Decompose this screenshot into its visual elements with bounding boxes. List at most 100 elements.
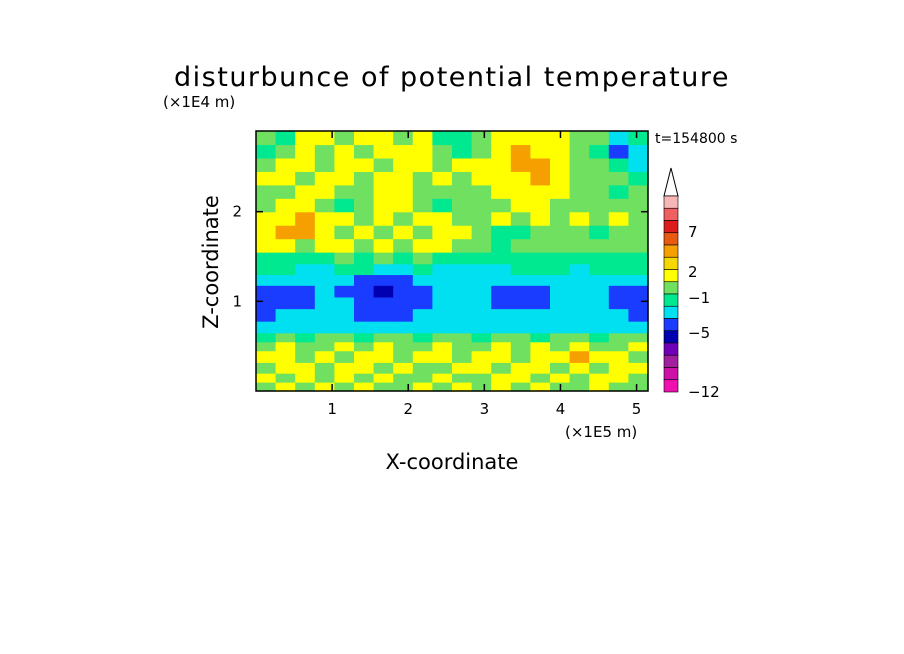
contour-cell (530, 362, 551, 374)
contour-cell (275, 211, 296, 226)
contour-cell (334, 144, 355, 159)
contour-cell (491, 274, 512, 286)
contour-cell (275, 362, 296, 374)
contour-cell (452, 308, 473, 322)
contour-cell (530, 285, 551, 298)
contour-plot-area (256, 131, 649, 392)
contour-cell (412, 252, 433, 265)
contour-cell (628, 332, 649, 343)
contour-cell (550, 308, 571, 322)
contour-cell (393, 144, 414, 159)
contour-cell (275, 274, 296, 286)
contour-cell (510, 263, 531, 276)
contour-cell (412, 350, 433, 363)
contour-cell (589, 238, 610, 253)
contour-cell (608, 263, 629, 276)
contour-cell (550, 274, 571, 286)
contour-cell (550, 171, 571, 186)
contour-cell (550, 184, 571, 199)
contour-cell (354, 144, 375, 159)
contour-cell (354, 198, 375, 213)
contour-cell (256, 225, 277, 240)
contour-cell (628, 263, 649, 276)
contour-cell (491, 350, 512, 363)
contour-cell (412, 321, 433, 334)
contour-cell (314, 144, 335, 159)
contour-cell (491, 144, 512, 159)
contour-cell (491, 321, 512, 334)
contour-cell (393, 238, 414, 253)
contour-cell (491, 131, 512, 146)
contour-cell (432, 382, 453, 392)
contour-cell (275, 198, 296, 213)
contour-cell (334, 238, 355, 253)
contour-cell (510, 225, 531, 240)
contour-cell (608, 332, 629, 343)
contour-cell (471, 274, 492, 286)
contour-cell (295, 225, 316, 240)
contour-cell (354, 131, 375, 146)
contour-cell (608, 211, 629, 226)
contour-cell (550, 341, 571, 352)
contour-cell (510, 308, 531, 322)
contour-cell (393, 171, 414, 186)
contour-cell (334, 274, 355, 286)
contour-cell (510, 238, 531, 253)
contour-cell (256, 362, 277, 374)
contour-cell (471, 211, 492, 226)
contour-cell (295, 252, 316, 265)
contour-cell (530, 157, 551, 172)
contour-cell (295, 332, 316, 343)
contour-cell (334, 171, 355, 186)
contour-cell (510, 373, 531, 383)
chart-title: disturbunce of potential temperature (174, 62, 730, 93)
contour-cell (491, 263, 512, 276)
contour-cell (628, 382, 649, 392)
contour-cell (393, 157, 414, 172)
contour-cell (589, 332, 610, 343)
contour-cell (530, 373, 551, 383)
contour-cell (295, 198, 316, 213)
contour-cell (373, 274, 394, 286)
contour-cell (314, 382, 335, 392)
contour-cell (256, 144, 277, 159)
contour-cell (471, 373, 492, 383)
contour-cell (491, 332, 512, 343)
contour-cell (373, 362, 394, 374)
contour-cell (354, 157, 375, 172)
colorbar-swatch (663, 256, 679, 270)
contour-cell (589, 225, 610, 240)
contour-cell (491, 157, 512, 172)
contour-cell (608, 350, 629, 363)
contour-cell (334, 373, 355, 383)
contour-cell (491, 382, 512, 392)
colorbar-swatch (663, 318, 679, 332)
contour-cell (471, 332, 492, 343)
contour-cell (256, 252, 277, 265)
contour-cell (608, 321, 629, 334)
contour-cell (628, 285, 649, 298)
contour-cell (628, 296, 649, 310)
contour-cell (491, 296, 512, 310)
contour-cell (256, 373, 277, 383)
contour-cell (569, 332, 590, 343)
contour-cell (608, 373, 629, 383)
contour-cell (471, 362, 492, 374)
contour-cell (510, 321, 531, 334)
contour-cell (550, 362, 571, 374)
contour-cell (452, 211, 473, 226)
x-tick-label: 3 (480, 400, 490, 418)
contour-cell (314, 184, 335, 199)
contour-cell (530, 238, 551, 253)
contour-cell (393, 252, 414, 265)
contour-cell (530, 144, 551, 159)
colorbar-swatch (663, 220, 679, 234)
colorbar-swatch (663, 195, 679, 209)
contour-cell (452, 238, 473, 253)
contour-cell (550, 225, 571, 240)
contour-cell (432, 308, 453, 322)
contour-cell (452, 184, 473, 199)
contour-cell (471, 308, 492, 322)
contour-cell (334, 382, 355, 392)
contour-cell (354, 184, 375, 199)
